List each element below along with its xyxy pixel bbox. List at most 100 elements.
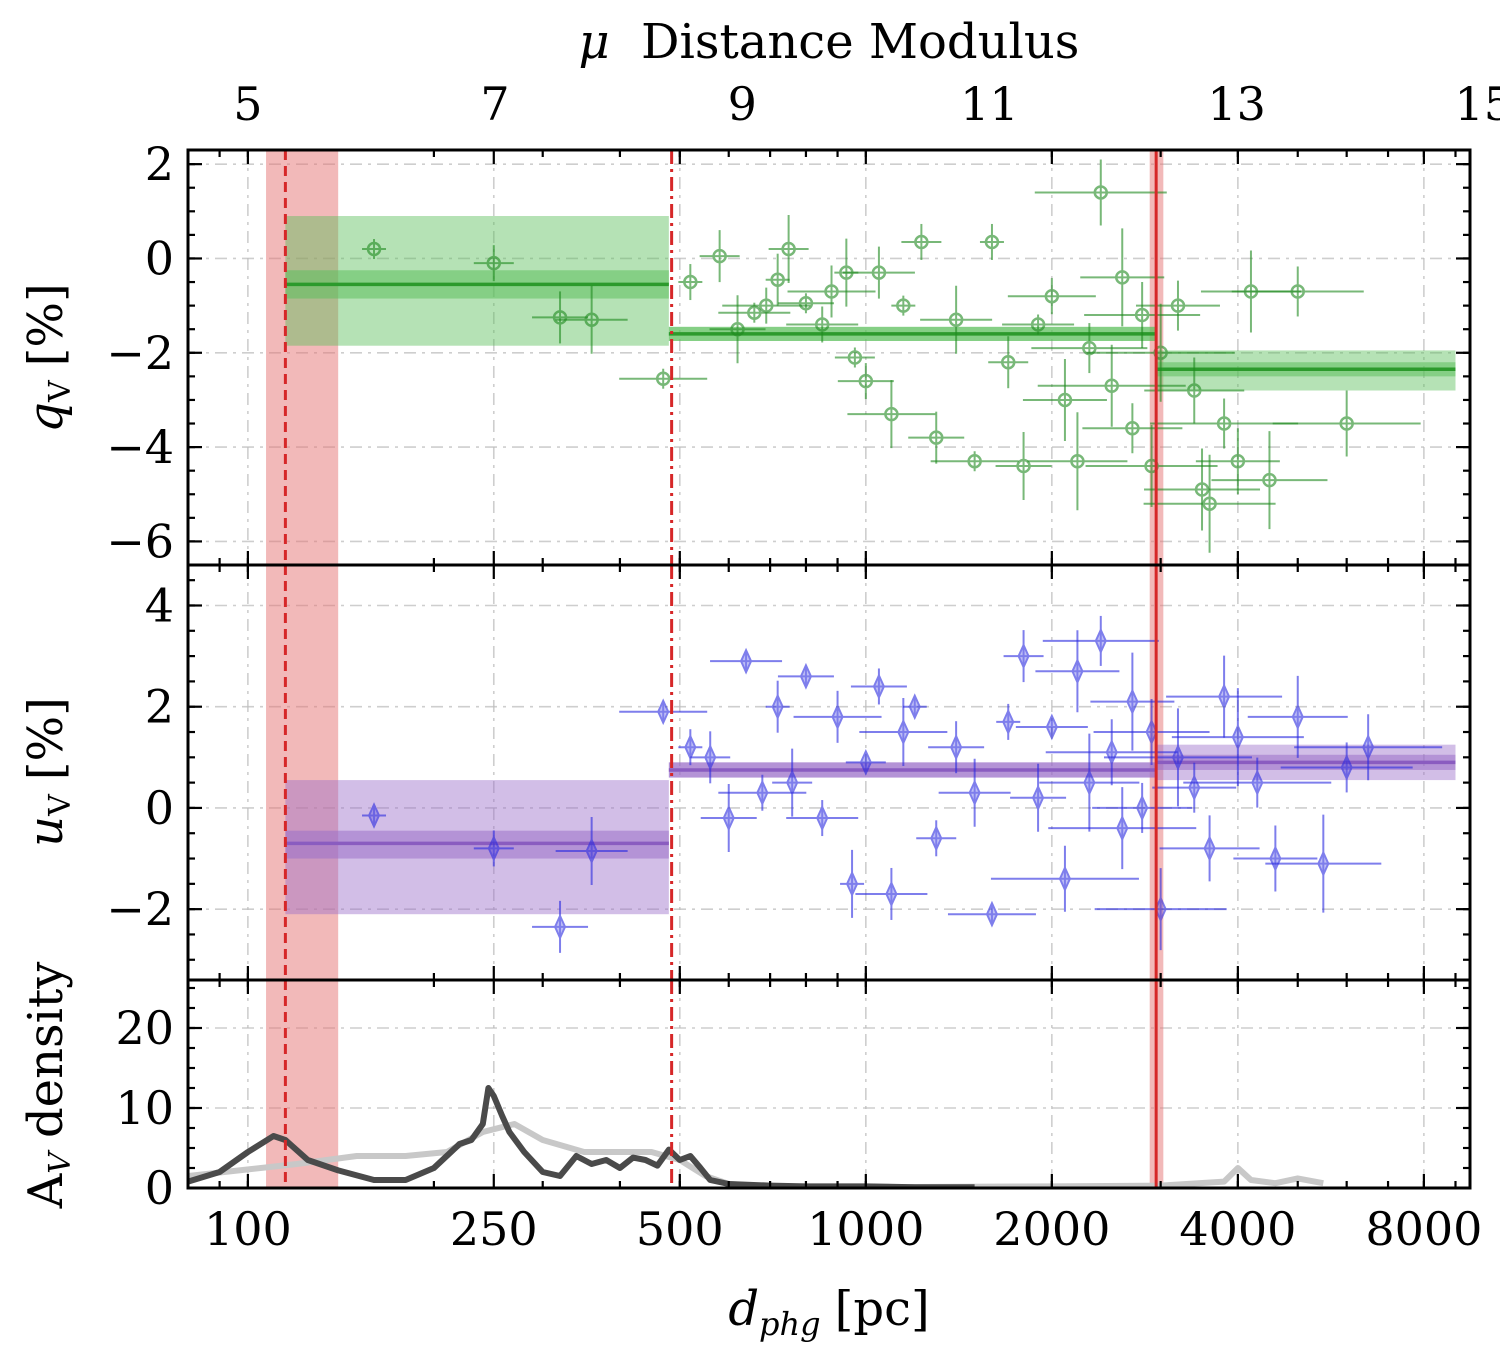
qv-marker (1016, 458, 1031, 474)
xlabel-main: d (728, 1281, 759, 1337)
uv-data-point (1010, 763, 1067, 832)
qv-marker (730, 321, 745, 337)
uv-marker (1203, 834, 1216, 862)
qv-marker (871, 265, 887, 280)
qv-marker (847, 350, 863, 365)
uv-marker (1251, 769, 1264, 797)
qv-marker (1339, 416, 1354, 431)
qv-data-point (1143, 454, 1276, 553)
uv-marker (859, 748, 872, 776)
qv-marker (366, 241, 382, 257)
uv-data-point (619, 698, 708, 726)
ylabel-qv: qV [%] (18, 283, 78, 432)
uv-data-point (1092, 782, 1193, 833)
uv-data-point (1247, 675, 1348, 758)
uv-data-point (938, 758, 1011, 827)
qv-marker (1044, 288, 1060, 304)
qv-marker (1000, 354, 1016, 370)
qv-data-point (787, 265, 876, 318)
ylabel-uv-sub: V (43, 793, 78, 817)
uv-marker (1171, 743, 1185, 771)
uv-marker (1126, 688, 1139, 716)
qv-marker (914, 234, 929, 250)
av-ytick-label: 20 (115, 1001, 174, 1055)
qv-ytick-label: −2 (106, 326, 174, 380)
bottom-axis-title: dphg [pc] (728, 1281, 929, 1343)
uv-data-point (710, 647, 783, 675)
uv-data-point (947, 900, 1036, 928)
uv-marker (831, 703, 844, 731)
av-density-line (188, 1121, 1324, 1188)
qv-data-point (1031, 323, 1148, 374)
qv-marker (683, 274, 698, 290)
qv-data-point (847, 380, 936, 449)
uv-marker (1083, 769, 1096, 797)
top-xtick-label: 5 (233, 77, 262, 131)
uv-data-point (850, 668, 907, 705)
qv-data-point (1144, 357, 1245, 424)
qv-marker (984, 234, 1000, 250)
uv-marker (704, 743, 717, 771)
uv-data-point (765, 680, 790, 733)
qv-data-point (1007, 278, 1096, 315)
uv-marker (1105, 738, 1118, 766)
xtick-label: 2000 (993, 1202, 1110, 1256)
xtick-label: 100 (204, 1202, 292, 1256)
qv-data-point (619, 368, 708, 389)
xtick-label: 4000 (1179, 1202, 1296, 1256)
qv-marker (1057, 392, 1073, 408)
uv-data-point (845, 748, 886, 776)
uv-marker (816, 804, 829, 832)
ylabel-av-main: A (18, 1172, 74, 1209)
qv-marker (1115, 270, 1130, 285)
uv-data-point (555, 816, 628, 885)
qv-marker (1186, 383, 1202, 398)
top-axis-title-symbol: μ (579, 14, 610, 70)
uv-data-point (928, 721, 985, 774)
qv-marker (1230, 454, 1246, 469)
xtick-label: 500 (636, 1202, 724, 1256)
uv-plot-area (188, 565, 1470, 980)
qv-marker (1262, 472, 1277, 488)
qv-data-point (699, 230, 740, 283)
qv-data-point (473, 245, 514, 282)
uv-marker (657, 698, 670, 726)
qv-data-point (768, 215, 809, 284)
uv-ytick-label: 2 (145, 680, 174, 734)
qv-marker (858, 373, 874, 389)
uv-data-point (1171, 688, 1304, 787)
qv-marker (814, 317, 830, 332)
uv-data-point (1042, 615, 1159, 666)
ylabel-av-density: AVdensity (18, 962, 78, 1210)
ylabel-qv-sub: V (43, 379, 78, 403)
av-frame (186, 978, 1472, 1190)
uv-data-point (786, 800, 859, 837)
uv-marker (487, 834, 500, 862)
qv-marker (1082, 340, 1097, 356)
qv-marker (884, 406, 899, 422)
uv-marker (930, 824, 943, 852)
qv-data-point (1027, 412, 1128, 511)
av-ytick-label: 0 (145, 1161, 174, 1215)
qv-data-point (555, 285, 628, 354)
qv-data-point (1002, 314, 1075, 335)
uv-marker (1031, 784, 1045, 812)
uv-data-point (859, 698, 948, 767)
ylabel-uv-unit: [%] (18, 697, 74, 780)
uv-marker (1269, 845, 1282, 872)
qv-data-point (678, 264, 703, 301)
qv-marker (1202, 496, 1217, 511)
uv-marker (1071, 657, 1084, 685)
xlabel-sub: phg (759, 1305, 821, 1343)
qv-marker (758, 298, 774, 313)
qv-data-point (1084, 282, 1201, 349)
uv-marker (585, 837, 598, 865)
uv-data-point (916, 820, 957, 857)
qv-marker (1134, 307, 1150, 323)
qv-data-point (842, 246, 915, 299)
qv-marker (1104, 378, 1119, 394)
uv-marker (1340, 754, 1353, 781)
uv-marker (845, 870, 859, 898)
uv-marker (1362, 733, 1375, 761)
